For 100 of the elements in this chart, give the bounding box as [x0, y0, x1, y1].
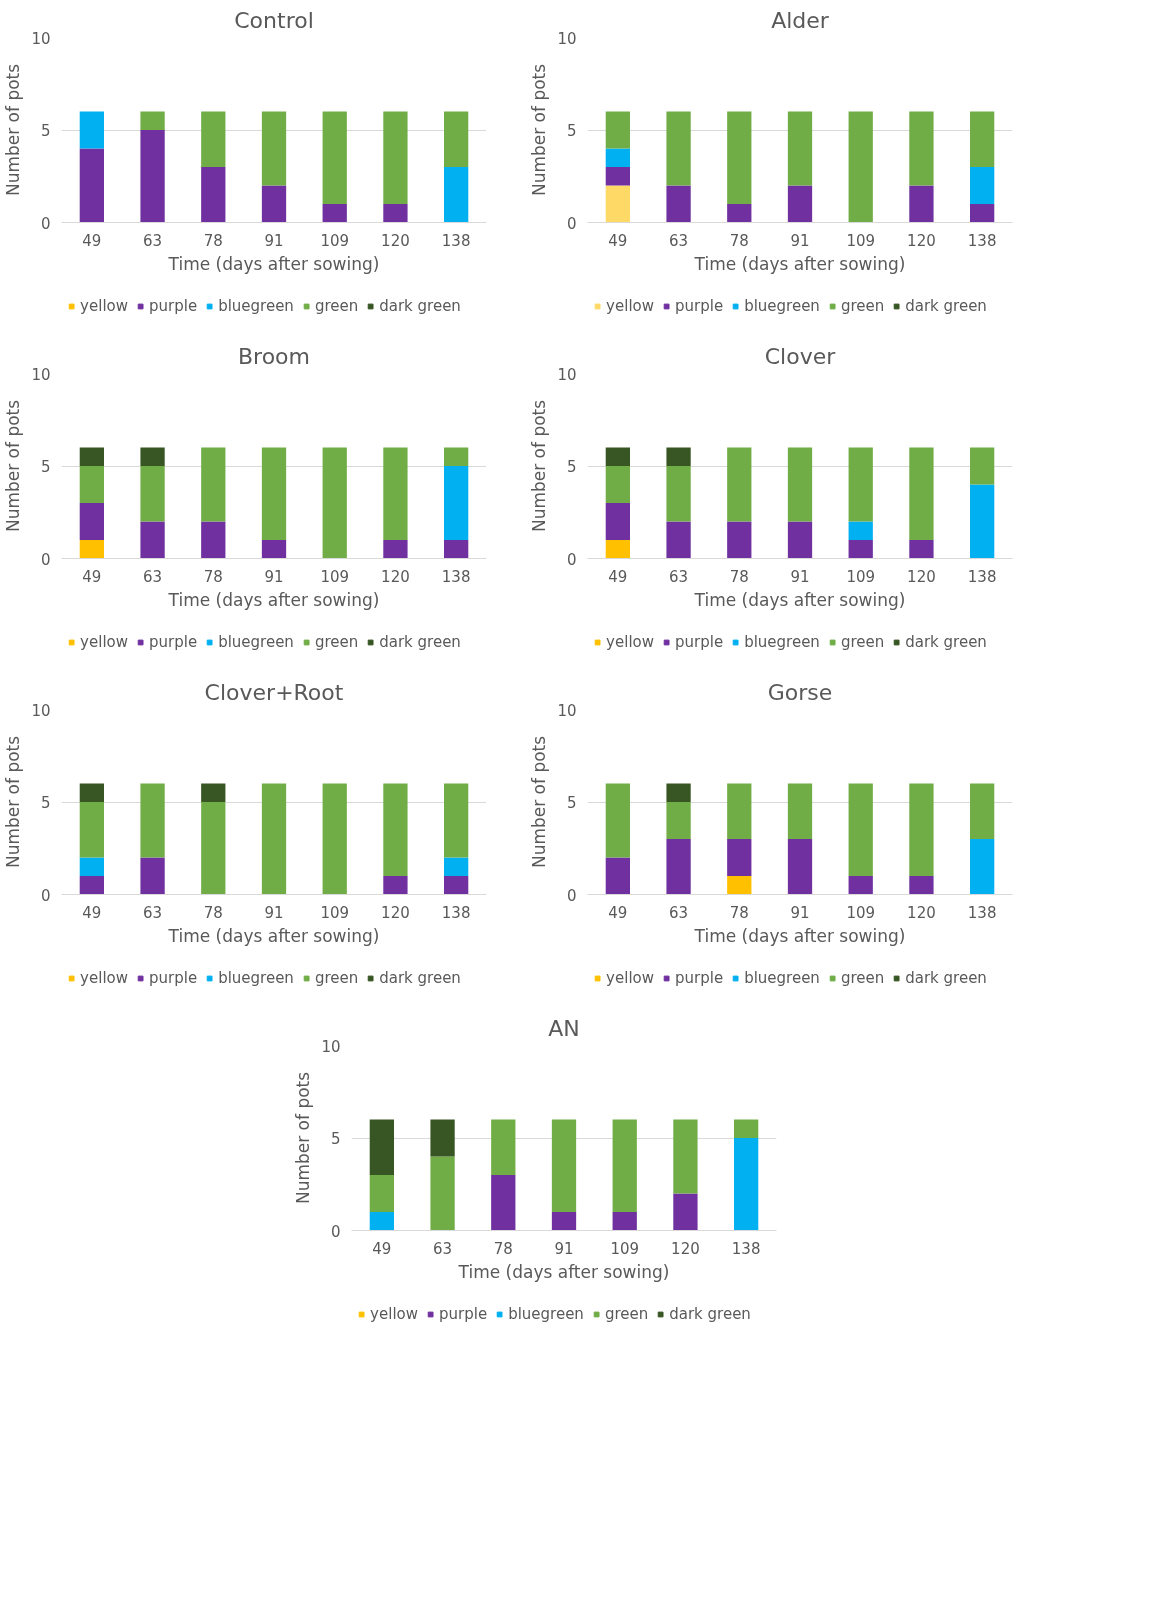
- bar: [605, 503, 630, 540]
- x-tick-label: 49: [82, 567, 102, 586]
- bar: [140, 783, 165, 858]
- legend-label: dark green: [669, 1305, 751, 1323]
- bar: [727, 111, 752, 204]
- x-tick-label: 120: [907, 567, 936, 586]
- bar: [970, 204, 995, 223]
- bar: [491, 1175, 516, 1231]
- bar: [909, 783, 934, 876]
- bar: [727, 783, 752, 839]
- x-tick-label: 109: [320, 903, 350, 922]
- bar: [605, 167, 630, 186]
- x-tick-label: 78: [203, 903, 223, 922]
- x-tick-label: 120: [671, 1239, 700, 1258]
- bar: [79, 447, 104, 466]
- y-tick-label: 0: [330, 1222, 341, 1241]
- x-tick-label: 138: [967, 231, 997, 250]
- legend-label: bluegreen: [218, 969, 294, 987]
- x-tick-label: 63: [433, 1239, 453, 1258]
- bar: [970, 839, 995, 895]
- bar: [444, 447, 469, 466]
- bar: [444, 466, 469, 540]
- y-axis-title: Number of pots: [529, 735, 550, 869]
- bar: [909, 876, 934, 895]
- chart-title: Clover: [764, 343, 837, 369]
- x-tick-label: 49: [82, 903, 102, 922]
- y-tick-label: 0: [40, 886, 51, 905]
- y-axis-title: Number of pots: [529, 63, 550, 197]
- bar: [201, 521, 226, 559]
- bar: [666, 466, 691, 522]
- bar: [666, 521, 691, 559]
- y-tick-label: 0: [566, 550, 577, 569]
- bar: [787, 783, 813, 839]
- legend-label: bluegreen: [508, 1305, 584, 1323]
- y-tick-label: 5: [40, 458, 51, 476]
- bar: [444, 783, 469, 858]
- bar: [430, 1119, 455, 1157]
- x-tick-label: 49: [82, 231, 102, 250]
- bar: [970, 783, 995, 839]
- bar: [140, 111, 165, 130]
- legend-label: bluegreen: [744, 633, 820, 651]
- chart-title: AN: [548, 1015, 580, 1041]
- legend-label: green: [840, 297, 885, 315]
- bar: [970, 167, 995, 204]
- x-tick-label: 78: [729, 903, 749, 922]
- bar: [787, 839, 813, 895]
- bar: [383, 540, 408, 559]
- bar: [79, 111, 104, 149]
- legend-label: yellow: [606, 297, 655, 315]
- bar: [673, 1119, 698, 1194]
- bar: [140, 521, 165, 559]
- chart-title: Alder: [771, 7, 830, 33]
- legend-label: bluegreen: [744, 297, 820, 315]
- x-tick-label: 63: [143, 567, 163, 586]
- x-tick-label: 78: [729, 231, 749, 250]
- bar: [383, 783, 408, 876]
- bar: [666, 839, 691, 895]
- bar: [491, 1119, 516, 1175]
- x-tick-label: 138: [441, 903, 471, 922]
- legend-label: bluegreen: [218, 297, 294, 315]
- bar: [848, 540, 873, 559]
- x-axis-title: Time (days after sowing): [167, 589, 380, 610]
- bar: [79, 802, 104, 858]
- x-tick-label: 138: [441, 231, 471, 250]
- chart-title: Clover+Root: [204, 679, 344, 705]
- bar: [970, 484, 995, 559]
- y-tick-label: 10: [31, 701, 51, 720]
- y-tick-label: 10: [31, 365, 51, 384]
- legend-label: purple: [149, 633, 198, 651]
- bar: [444, 167, 469, 223]
- x-tick-label: 91: [264, 231, 284, 250]
- bar: [666, 802, 691, 839]
- bar: [605, 783, 630, 858]
- bar: [79, 783, 104, 802]
- bar: [201, 783, 226, 802]
- x-tick-label: 78: [493, 1239, 513, 1258]
- legend-label: green: [314, 297, 359, 315]
- x-tick-label: 78: [203, 231, 223, 250]
- legend-label: purple: [675, 297, 724, 315]
- bar: [787, 521, 813, 559]
- x-tick-label: 138: [967, 567, 997, 586]
- bar: [673, 1193, 698, 1231]
- legend-label: yellow: [606, 969, 655, 987]
- x-tick-label: 63: [669, 903, 689, 922]
- bar: [383, 111, 408, 204]
- x-tick-label: 109: [320, 567, 350, 586]
- bar: [201, 447, 226, 522]
- bar: [909, 111, 934, 186]
- x-tick-label: 63: [143, 903, 163, 922]
- bar: [369, 1175, 394, 1212]
- bar: [79, 540, 104, 559]
- bar: [848, 111, 873, 223]
- bar: [666, 111, 691, 186]
- x-tick-label: 120: [907, 231, 936, 250]
- y-tick-label: 0: [566, 886, 577, 905]
- y-axis-title: Number of pots: [293, 1071, 314, 1205]
- y-tick-label: 5: [566, 794, 577, 812]
- x-tick-label: 49: [608, 903, 628, 922]
- bar: [79, 466, 104, 503]
- x-tick-label: 63: [143, 231, 163, 250]
